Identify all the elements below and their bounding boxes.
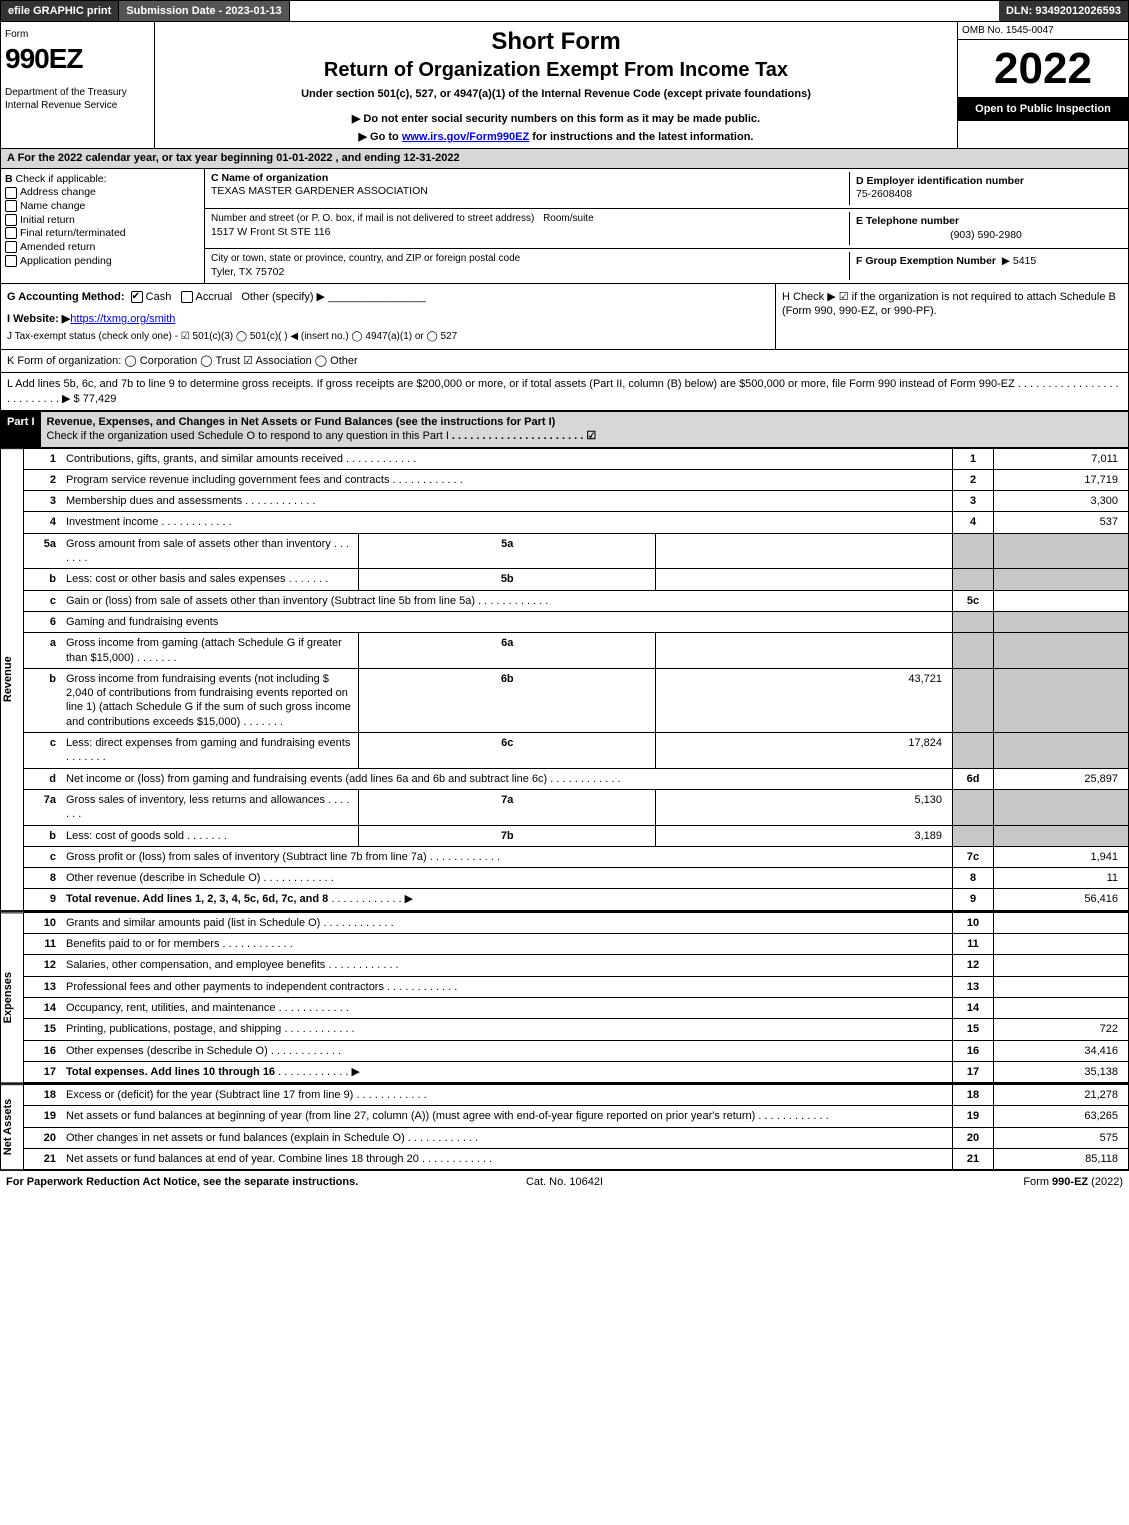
g-lbl: G Accounting Method: (7, 291, 125, 303)
line-c: cGross profit or (loss) from sales of in… (24, 846, 1128, 867)
line-19: 19Net assets or fund balances at beginni… (24, 1106, 1128, 1127)
form-word: Form (5, 28, 150, 41)
f-lbl: F Group Exemption Number (856, 255, 996, 267)
line-3: 3Membership dues and assessments . . . .… (24, 491, 1128, 512)
line-K: K Form of organization: ◯ Corporation ◯ … (0, 350, 1129, 373)
line-7a: 7aGross sales of inventory, less returns… (24, 789, 1128, 825)
city-lbl: City or town, state or province, country… (211, 253, 520, 264)
form-header: Form 990EZ Department of the Treasury In… (0, 22, 1129, 149)
submission-date: Submission Date - 2023-01-13 (119, 1, 289, 21)
line-9: 9Total revenue. Add lines 1, 2, 3, 4, 5c… (24, 889, 1128, 910)
omb: OMB No. 1545-0047 (958, 22, 1128, 40)
g-other[interactable]: Other (specify) ▶ (241, 291, 325, 303)
line-16: 16Other expenses (describe in Schedule O… (24, 1040, 1128, 1061)
line-d: dNet income or (loss) from gaming and fu… (24, 768, 1128, 789)
line-17: 17Total expenses. Add lines 10 through 1… (24, 1061, 1128, 1082)
line-b: bGross income from fundraising events (n… (24, 668, 1128, 732)
line-6: 6Gaming and fundraising events (24, 611, 1128, 632)
foot-left: For Paperwork Reduction Act Notice, see … (6, 1175, 378, 1189)
line-10: 10Grants and similar amounts paid (list … (24, 912, 1128, 933)
form-990ez-page: efile GRAPHIC print Submission Date - 20… (0, 0, 1129, 1194)
city: Tyler, TX 75702 (211, 266, 284, 278)
dept-label: Department of the Treasury Internal Reve… (5, 86, 150, 112)
line-18: 18Excess or (deficit) for the year (Subt… (24, 1085, 1128, 1106)
b-label: Check if applicable: (16, 173, 107, 185)
tax-year: 2022 (958, 40, 1128, 98)
efile-print-button[interactable]: efile GRAPHIC print (1, 1, 119, 21)
d-lbl: D Employer identification number (856, 175, 1024, 187)
netassets-vlabel: Net Assets (1, 1084, 24, 1170)
group-exempt: ▶ 5415 (1002, 255, 1036, 267)
chk-final-return[interactable]: Final return/terminated (20, 227, 126, 239)
chk-address-change[interactable]: Address change (20, 186, 96, 198)
part1-tag: Part I (1, 412, 41, 447)
i-lbl: I Website: ▶ (7, 313, 70, 325)
foot-mid: Cat. No. 10642I (378, 1175, 750, 1189)
line-b: bLess: cost of goods sold . . . . . . .7… (24, 825, 1128, 846)
top-bar: efile GRAPHIC print Submission Date - 20… (0, 0, 1129, 22)
line-J: J Tax-exempt status (check only one) - ☑… (7, 330, 769, 343)
line-8: 8Other revenue (describe in Schedule O) … (24, 868, 1128, 889)
block-BCDEF: B Check if applicable: Address change Na… (0, 169, 1129, 284)
line-L: L Add lines 5b, 6c, and 7b to line 9 to … (0, 373, 1129, 411)
irs-link[interactable]: www.irs.gov/Form990EZ (402, 131, 529, 143)
line-13: 13Professional fees and other payments t… (24, 976, 1128, 997)
line-2: 2Program service revenue including gover… (24, 469, 1128, 490)
chk-initial-return[interactable]: Initial return (20, 214, 75, 226)
street-lbl: Number and street (or P. O. box, if mail… (211, 213, 534, 224)
e-lbl: E Telephone number (856, 215, 959, 227)
line-c: cGain or (loss) from sale of assets othe… (24, 590, 1128, 611)
part1-title: Revenue, Expenses, and Changes in Net As… (47, 416, 556, 428)
form-title-1: Short Form (159, 26, 953, 57)
expenses-vlabel: Expenses (1, 912, 24, 1083)
line-a: aGross income from gaming (attach Schedu… (24, 633, 1128, 669)
part1-checkbox[interactable]: ☑ (586, 430, 596, 442)
netassets-section: Net Assets 18Excess or (deficit) for the… (0, 1084, 1129, 1171)
street: 1517 W Front St STE 116 (211, 226, 330, 238)
g-accrual[interactable]: Accrual (196, 291, 233, 303)
line-21: 21Net assets or fund balances at end of … (24, 1148, 1128, 1169)
public-inspection-badge: Open to Public Inspection (958, 98, 1128, 120)
ssn-note: ▶ Do not enter social security numbers o… (159, 112, 953, 126)
line-H: H Check ▶ ☑ if the organization is not r… (775, 284, 1128, 350)
line-4: 4Investment income . . . . . . . . . . .… (24, 512, 1128, 533)
website-link[interactable]: https://txmg.org/smith (70, 313, 175, 325)
chk-app-pending[interactable]: Application pending (20, 255, 112, 267)
phone: (903) 590-2980 (856, 229, 1116, 243)
expenses-section: Expenses 10Grants and similar amounts pa… (0, 912, 1129, 1084)
line-12: 12Salaries, other compensation, and empl… (24, 955, 1128, 976)
revenue-vlabel: Revenue (1, 448, 24, 911)
form-subtitle: Under section 501(c), 527, or 4947(a)(1)… (159, 87, 953, 101)
line-b: bLess: cost or other basis and sales exp… (24, 569, 1128, 590)
line-A: A For the 2022 calendar year, or tax yea… (0, 149, 1129, 168)
part1-header: Part I Revenue, Expenses, and Changes in… (0, 411, 1129, 448)
line-c: cLess: direct expenses from gaming and f… (24, 733, 1128, 769)
form-title-2: Return of Organization Exempt From Incom… (159, 57, 953, 83)
line-15: 15Printing, publications, postage, and s… (24, 1019, 1128, 1040)
room-lbl: Room/suite (543, 213, 594, 224)
line-11: 11Benefits paid to or for members . . . … (24, 934, 1128, 955)
col-B: B Check if applicable: Address change Na… (1, 169, 205, 283)
foot-right: Form 990-EZ (2022) (751, 1175, 1123, 1189)
dln: DLN: 93492012026593 (999, 1, 1128, 21)
org-name: TEXAS MASTER GARDENER ASSOCIATION (211, 185, 428, 197)
line-14: 14Occupancy, rent, utilities, and mainte… (24, 997, 1128, 1018)
part1-check-text: Check if the organization used Schedule … (47, 430, 449, 442)
url-note: ▶ Go to www.irs.gov/Form990EZ for instru… (159, 130, 953, 144)
c-name-lbl: C Name of organization (211, 172, 328, 184)
line-5a: 5aGross amount from sale of assets other… (24, 533, 1128, 569)
revenue-section: Revenue 1Contributions, gifts, grants, a… (0, 448, 1129, 912)
g-cash[interactable]: Cash (146, 291, 172, 303)
block-GH: G Accounting Method: Cash Accrual Other … (0, 284, 1129, 351)
line-20: 20Other changes in net assets or fund ba… (24, 1127, 1128, 1148)
chk-name-change[interactable]: Name change (20, 200, 85, 212)
form-number: 990EZ (5, 41, 150, 77)
footer: For Paperwork Reduction Act Notice, see … (0, 1171, 1129, 1193)
line-1: 1Contributions, gifts, grants, and simil… (24, 448, 1128, 469)
chk-amended[interactable]: Amended return (20, 241, 95, 253)
ein: 75-2608408 (856, 188, 912, 200)
